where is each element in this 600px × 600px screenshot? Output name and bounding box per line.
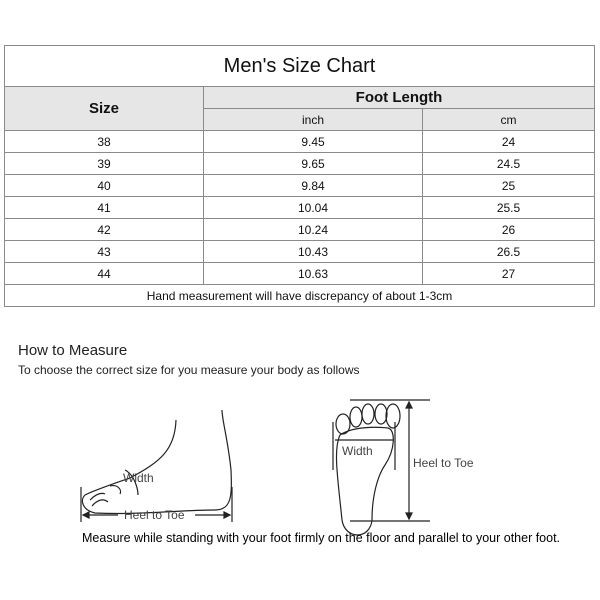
table-row: 39 9.65 24.5	[4, 152, 595, 175]
cell-cm: 25.5	[422, 196, 595, 219]
top-length-label: Heel to Toe	[413, 456, 474, 470]
chart-title: Men's Size Chart	[4, 45, 595, 87]
footnote: Hand measurement will have discrepancy o…	[4, 284, 595, 307]
table-row: 44 10.63 27	[4, 262, 595, 285]
how-to-subheading: To choose the correct size for you measu…	[18, 363, 360, 377]
cell-cm: 25	[422, 174, 595, 197]
table-row: 42 10.24 26	[4, 218, 595, 241]
cell-cm: 24	[422, 130, 595, 153]
measure-note: Measure while standing with your foot fi…	[82, 531, 561, 545]
cell-inch: 9.84	[203, 174, 423, 197]
how-to-heading: How to Measure	[18, 342, 128, 359]
top-width-label: Width	[342, 444, 373, 458]
side-width-label: Width	[123, 471, 154, 485]
size-chart-table: Men's Size Chart Size Foot Length inch c…	[4, 45, 595, 307]
side-foot-illustration	[80, 409, 233, 522]
table-row: 41 10.04 25.5	[4, 196, 595, 219]
side-length-label: Heel to Toe	[124, 508, 185, 522]
top-foot-illustration	[332, 399, 430, 536]
